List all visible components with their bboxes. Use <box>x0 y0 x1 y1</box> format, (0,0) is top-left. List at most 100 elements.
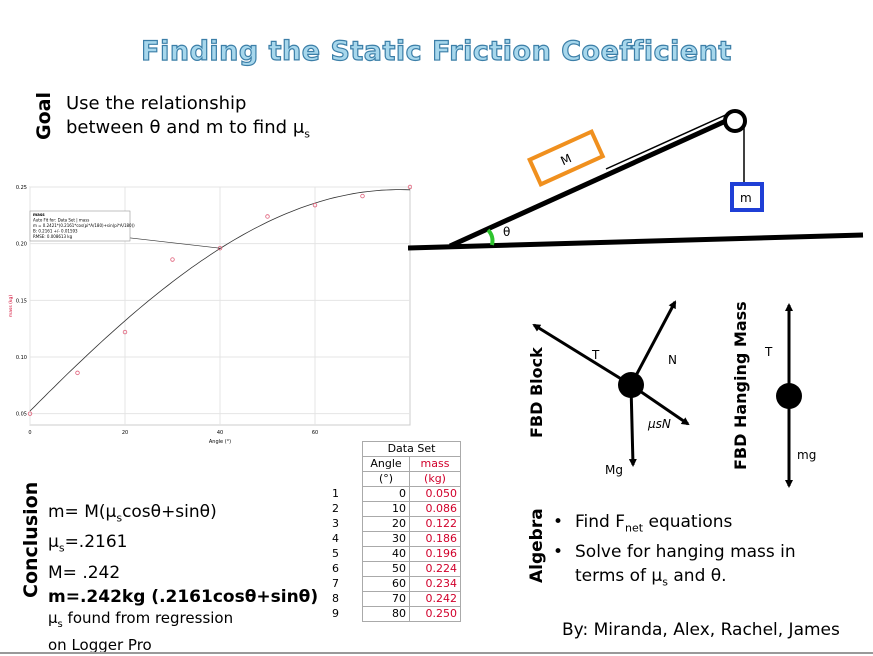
x-tick-label: 40 <box>217 430 223 436</box>
data-point <box>265 214 270 219</box>
goal-line-2: between θ and m to find μs <box>66 117 311 141</box>
bottom-rule <box>0 652 873 654</box>
mass-cell: 0.224 <box>409 561 461 577</box>
fbd-block-Mg: Mg <box>605 463 623 477</box>
y-tick-label: 0.10 <box>16 355 27 361</box>
x-tick-label: 20 <box>122 430 128 436</box>
row-number: 3 <box>332 517 339 530</box>
conclusion-eq1: m= M(μscosθ+sinθ) <box>48 502 217 525</box>
mass-cell: 0.050 <box>409 486 461 502</box>
fit-box-leader <box>121 236 221 249</box>
weight-arrow <box>628 384 637 467</box>
data-point <box>75 370 80 376</box>
row-number: 6 <box>332 562 339 575</box>
data-point <box>360 193 365 199</box>
data-point <box>170 257 175 262</box>
col-mass-header: mass <box>409 456 461 472</box>
x-axis-label: Angle (°) <box>209 439 231 445</box>
angle-label: θ <box>503 225 510 239</box>
table-row: 7 60 0.234 <box>320 576 461 592</box>
hanging-mass-m <box>730 182 764 212</box>
block-M: M <box>526 128 606 187</box>
data-point <box>122 329 128 335</box>
fbd-hanging-mg: mg <box>797 448 816 462</box>
angle-cell: 40 <box>362 546 410 562</box>
table-title: Data Set <box>362 441 461 457</box>
fit-box-line: B: 0.2161 +/- 0.01593 <box>33 229 78 234</box>
table-row: 1 0 0.050 <box>320 486 461 502</box>
col-angle-unit: (°) <box>362 471 410 487</box>
mass-cell: 0.242 <box>409 591 461 607</box>
fbd-block-N: N <box>668 353 677 367</box>
conclusion-eq2: μs=.2161 <box>48 532 128 555</box>
fit-box-line: mass <box>33 212 45 217</box>
fit-curve <box>29 189 411 412</box>
row-number: 7 <box>332 577 339 590</box>
fit-box-line: m = 0.2421*(0.2161*cos(pi*A/180)+sin(pi*… <box>33 223 135 228</box>
goal-line-1: Use the relationship <box>66 93 247 114</box>
fbd-block: T N μsN Mg <box>532 300 690 477</box>
table-row: 6 50 0.224 <box>320 561 461 577</box>
mass-cell: 0.086 <box>409 501 461 517</box>
incline-surface <box>448 117 730 249</box>
regression-note: μs found from regression on Logger Pro <box>48 609 234 654</box>
hanging-point <box>776 383 802 409</box>
table-header-row: Angle mass <box>320 456 461 472</box>
free-body-diagrams: T N μsN Mg T mg <box>532 300 816 488</box>
pulley-icon <box>723 109 747 133</box>
table-row: 4 30 0.186 <box>320 531 461 547</box>
table-row: 3 20 0.122 <box>320 516 461 532</box>
mass-cell: 0.250 <box>409 606 461 622</box>
x-tick-label: 60 <box>312 430 318 436</box>
row-number: 5 <box>332 547 339 560</box>
row-number: 1 <box>332 487 339 500</box>
goal-text: Use the relationship between θ and m to … <box>66 92 310 147</box>
x-tick-label: 0 <box>28 430 31 436</box>
data-point <box>312 202 318 208</box>
algebra-steps: Find Fnet equations Solve for hanging ma… <box>553 510 796 595</box>
col-mass-unit: (kg) <box>409 471 461 487</box>
table-row: 8 70 0.242 <box>320 591 461 607</box>
conclusion-eq3: M= .242 <box>48 562 121 583</box>
normal-arrow <box>629 300 677 386</box>
table-unit-row: (°) (kg) <box>320 471 461 487</box>
angle-cell: 80 <box>362 606 410 622</box>
mass-cell: 0.196 <box>409 546 461 562</box>
angle-cell: 0 <box>362 486 410 502</box>
fbd-block-label: FBD Block <box>527 347 546 438</box>
angle-cell: 70 <box>362 591 410 607</box>
fbd-block-friction: μsN <box>647 417 671 431</box>
angle-cell: 10 <box>362 501 410 517</box>
row-number: 9 <box>332 607 339 620</box>
conclusion-text: m= M(μscosθ+sinθ) μs=.2161 M= .242 m=.24… <box>48 500 318 609</box>
page-title: Finding the Static Friction Coefficient <box>141 35 732 67</box>
y-tick-label: 0.05 <box>16 412 27 418</box>
algebra-item-2-cont: terms of μs and θ. <box>575 566 727 589</box>
data-point <box>407 184 412 190</box>
mass-vs-angle-chart: 0.05 0.10 0.15 0.20 0.25 0 20 40 60 Angle (°) mass… <box>8 184 412 445</box>
row-number: 2 <box>332 502 339 515</box>
table-title-row: Data Set <box>320 441 461 457</box>
algebra-item-1: Find Fnet equations <box>553 510 796 540</box>
mass-cell: 0.234 <box>409 576 461 592</box>
data-point <box>27 411 33 416</box>
incline-diagram: M m θ <box>408 109 864 251</box>
row-number: 8 <box>332 592 339 605</box>
angle-cell: 50 <box>362 561 410 577</box>
conclusion-label: Conclusion <box>20 481 42 598</box>
y-axis-label: mass (kg) <box>8 295 14 317</box>
angle-cell: 20 <box>362 516 410 532</box>
fbd-hanging-T: T <box>764 345 773 359</box>
angle-cell: 60 <box>362 576 410 592</box>
fit-box-line: RMSE: 0.008613 kg <box>33 234 73 239</box>
block-point <box>618 372 644 398</box>
authors: By: Miranda, Alex, Rachel, James <box>562 620 840 640</box>
hanging-mass-label: m <box>740 191 752 205</box>
col-angle-header: Angle <box>362 456 410 472</box>
row-number: 4 <box>332 532 339 545</box>
algebra-item-2: Solve for hanging mass in <box>553 540 796 564</box>
goal-label: Goal <box>33 92 55 140</box>
angle-arc <box>486 228 495 246</box>
data-table: Data Set Angle mass (°) (kg) 1 0 0.050 2 10 0… <box>320 441 461 622</box>
fbd-block-T: T <box>591 348 600 362</box>
